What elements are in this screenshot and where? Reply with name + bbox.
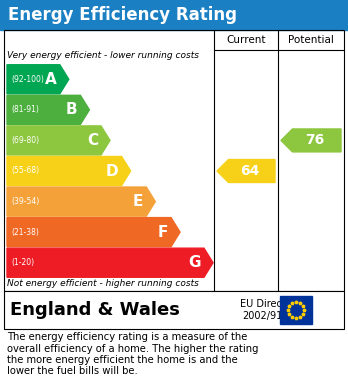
Text: (21-38): (21-38)	[11, 228, 39, 237]
Text: B: B	[66, 102, 77, 117]
Bar	[4, 291, 344, 329]
Text: E: E	[133, 194, 143, 209]
Text: Very energy efficient - lower running costs: Very energy efficient - lower running co…	[7, 51, 199, 60]
Bar	[4, 30, 344, 291]
Text: D: D	[106, 163, 119, 179]
Polygon shape	[7, 65, 69, 94]
Text: F: F	[158, 225, 168, 240]
Bar	[280, 296, 312, 324]
Text: the more energy efficient the home is and the: the more energy efficient the home is an…	[7, 355, 238, 365]
Text: Not energy efficient - higher running costs: Not energy efficient - higher running co…	[7, 279, 199, 288]
Polygon shape	[7, 156, 130, 186]
Polygon shape	[7, 187, 155, 216]
Polygon shape	[7, 95, 89, 124]
Polygon shape	[7, 126, 110, 155]
Text: 64: 64	[240, 164, 260, 178]
Text: 76: 76	[306, 133, 325, 147]
Text: lower the fuel bills will be.: lower the fuel bills will be.	[7, 366, 138, 377]
Polygon shape	[281, 129, 341, 152]
Text: (1-20): (1-20)	[11, 258, 34, 267]
Text: G: G	[189, 255, 201, 270]
Text: The energy efficiency rating is a measure of the: The energy efficiency rating is a measur…	[7, 332, 247, 342]
Text: (39-54): (39-54)	[11, 197, 39, 206]
Text: England & Wales: England & Wales	[10, 301, 180, 319]
Text: overall efficiency of a home. The higher the rating: overall efficiency of a home. The higher…	[7, 344, 259, 353]
Text: 2002/91/EC: 2002/91/EC	[242, 311, 298, 321]
Text: (55-68): (55-68)	[11, 167, 39, 176]
Text: (92-100): (92-100)	[11, 75, 44, 84]
Polygon shape	[217, 160, 275, 183]
Text: A: A	[45, 72, 57, 87]
Text: Current: Current	[226, 35, 266, 45]
Bar	[0, 0, 348, 30]
Text: (69-80): (69-80)	[11, 136, 39, 145]
Polygon shape	[7, 248, 213, 277]
Text: (81-91): (81-91)	[11, 105, 39, 114]
Text: C: C	[87, 133, 98, 148]
Polygon shape	[7, 218, 180, 247]
Text: Energy Efficiency Rating: Energy Efficiency Rating	[8, 6, 237, 24]
Text: Potential: Potential	[288, 35, 334, 45]
Text: EU Directive: EU Directive	[240, 299, 300, 309]
